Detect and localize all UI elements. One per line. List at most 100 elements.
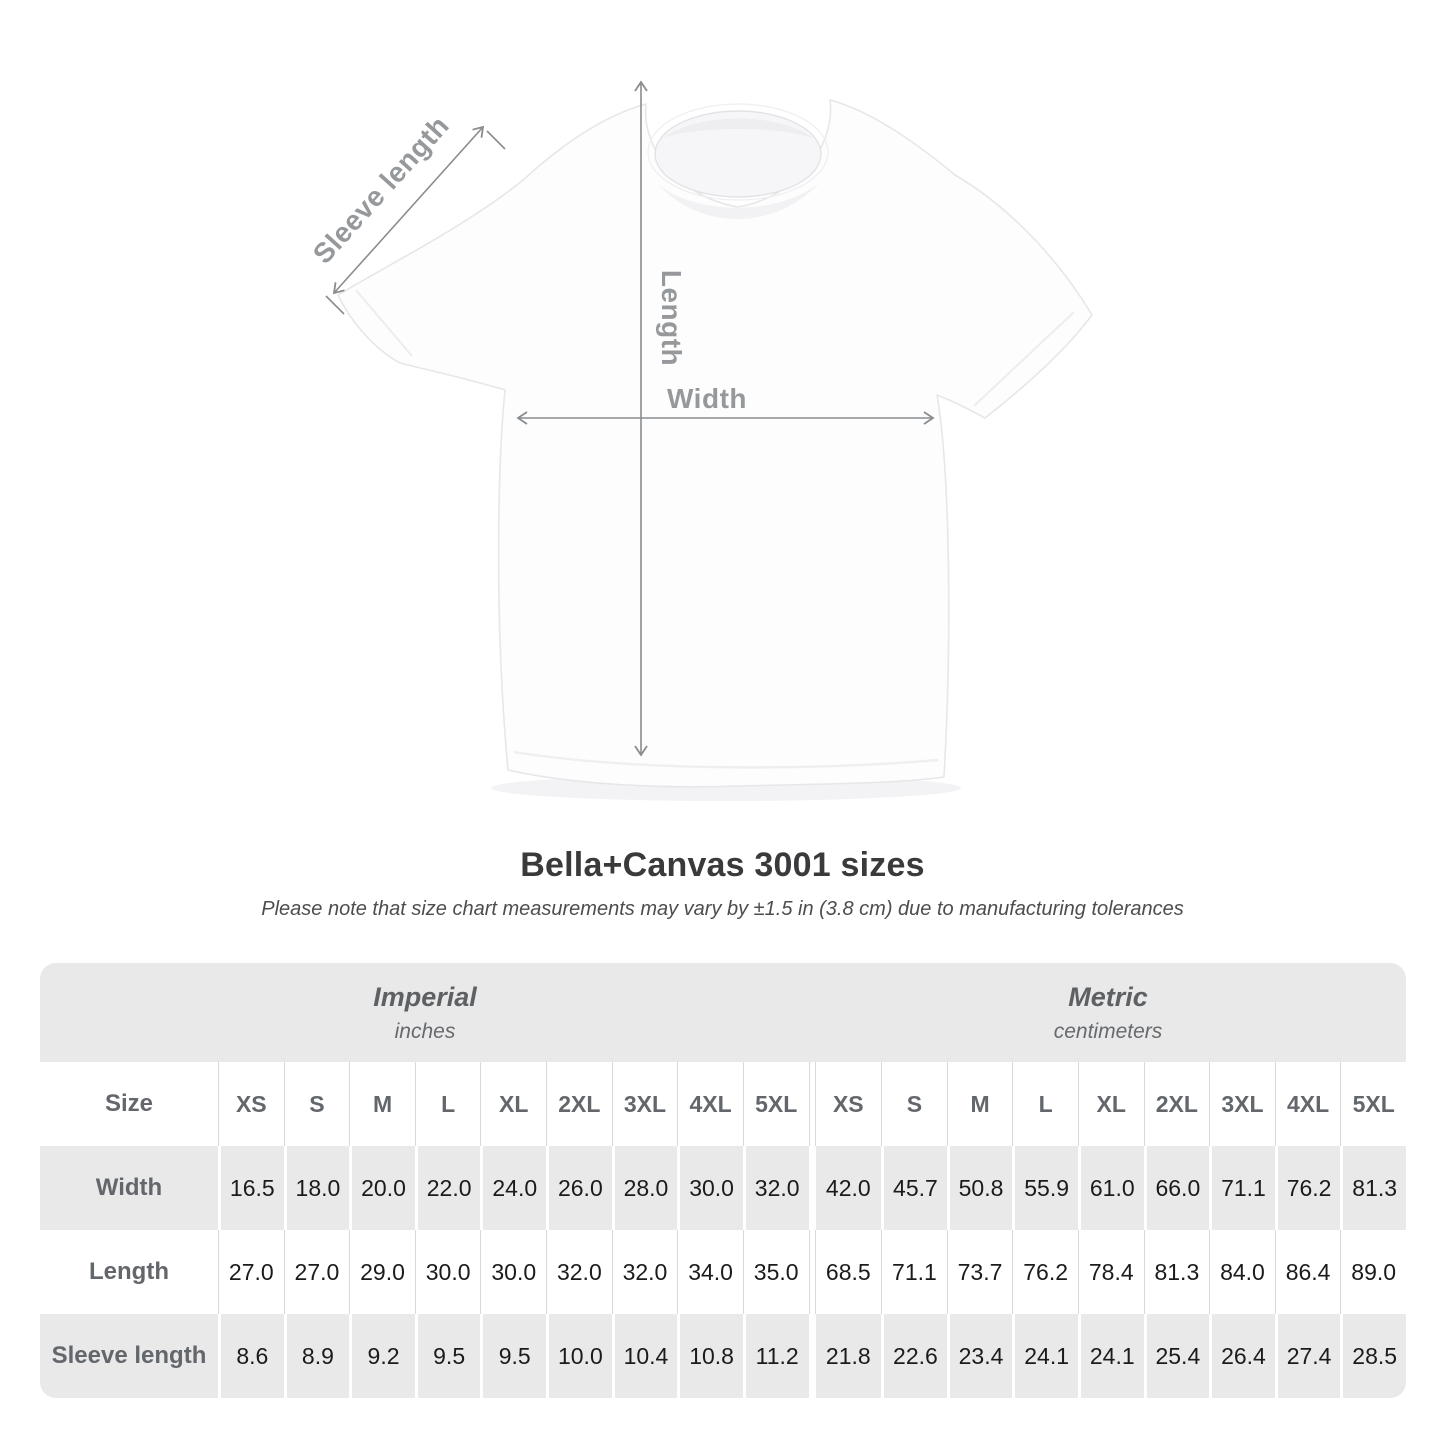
value-cell: 45.7 — [881, 1146, 947, 1230]
sleeve-length-arrow — [332, 125, 485, 295]
value-cell: 35.0 — [742, 1230, 809, 1314]
value-cell: 24.1 — [1012, 1314, 1078, 1398]
collar-opening — [654, 110, 822, 198]
value-cell: 24.0 — [480, 1146, 546, 1230]
value-cell: 21.8 — [825, 1342, 871, 1369]
section-divider — [808, 1146, 816, 1230]
value-cell: 73.7 — [946, 1230, 1013, 1314]
value-cell: 68.5 — [825, 1258, 871, 1285]
size-col-header: S — [881, 1062, 947, 1146]
value-cell: 32.0 — [546, 1230, 612, 1314]
value-cell: 78.4 — [1077, 1230, 1144, 1314]
value-cell: 16.5 — [218, 1146, 284, 1230]
page-title: Bella+Canvas 3001 sizes — [520, 846, 925, 884]
value-cell: 71.1 — [881, 1230, 947, 1314]
size-col-header: XS — [218, 1062, 284, 1146]
value-cell: 9.5 — [480, 1314, 546, 1398]
size-row-label: Size — [104, 1090, 154, 1117]
value-cell: 8.6 — [218, 1314, 284, 1398]
value-cell: 89.0 — [1340, 1230, 1406, 1314]
value-cell: 81.3 — [1143, 1230, 1210, 1314]
size-col-header: S — [283, 1062, 350, 1146]
tshirt-diagram: Sleeve length Length Width — [307, 80, 1093, 801]
value-cell: 26.4 — [1209, 1314, 1275, 1398]
value-cell: 8.9 — [283, 1314, 350, 1398]
size-col-header: 5XL — [1340, 1062, 1406, 1146]
value-cell: 30.0 — [677, 1146, 743, 1230]
metric-title: Metric — [1068, 981, 1148, 1012]
collar-stitch — [647, 103, 829, 201]
value-cell: 10.8 — [677, 1314, 743, 1398]
value-cell: 10.4 — [611, 1314, 678, 1398]
value-cell: 22.6 — [881, 1314, 947, 1398]
value-cell: 42.0 — [825, 1174, 871, 1201]
section-divider — [808, 1062, 816, 1146]
size-col-header: XS — [832, 1090, 864, 1117]
value-cell: 9.5 — [414, 1314, 481, 1398]
value-cell: 76.2 — [1012, 1230, 1078, 1314]
value-cell: 29.0 — [349, 1230, 415, 1314]
size-col-header: M — [349, 1062, 415, 1146]
value-cell: 23.4 — [946, 1314, 1013, 1398]
value-cell: 11.2 — [742, 1314, 809, 1398]
value-cell: 55.9 — [1012, 1146, 1078, 1230]
value-cell: 76.2 — [1274, 1146, 1341, 1230]
page-subtitle: Please note that size chart measurements… — [261, 898, 1184, 920]
value-cell: 86.4 — [1274, 1230, 1341, 1314]
size-col-header: 4XL — [677, 1062, 743, 1146]
value-cell: 30.0 — [414, 1230, 481, 1314]
value-cell: 32.0 — [742, 1146, 809, 1230]
size-col-header: XL — [1077, 1062, 1144, 1146]
value-cell: 84.0 — [1209, 1230, 1275, 1314]
collar-shadow — [658, 182, 820, 220]
sleeve-arrow-tick-top — [486, 130, 506, 150]
sleeve-row-label: Sleeve length — [51, 1342, 207, 1369]
value-cell: 22.0 — [414, 1146, 481, 1230]
size-col-header: 3XL — [1209, 1062, 1275, 1146]
value-cell: 9.2 — [349, 1314, 415, 1398]
section-divider — [808, 1314, 816, 1398]
title-block: Bella+Canvas 3001 sizes Please note that… — [0, 846, 1445, 921]
size-table: Imperial inches Metric centimeters Size … — [40, 963, 1406, 1398]
value-cell: 27.4 — [1274, 1314, 1341, 1398]
value-cell: 27.0 — [283, 1230, 350, 1314]
imperial-title: Imperial — [373, 981, 477, 1012]
table-row-sizes: Size XS S M L XL 2XL 3XL 4XL 5XL XS S M … — [40, 1062, 1406, 1146]
value-cell: 18.0 — [283, 1146, 350, 1230]
size-col-header: 2XL — [546, 1062, 612, 1146]
width-label: Width — [667, 383, 747, 414]
right-cuff-stitch — [973, 311, 1075, 407]
collar-back-panel — [663, 118, 813, 138]
value-cell: 61.0 — [1077, 1146, 1144, 1230]
left-cuff-stitch — [355, 289, 413, 357]
size-col-header: L — [414, 1062, 481, 1146]
metric-header: Metric centimeters — [810, 963, 1406, 1062]
value-cell: 71.1 — [1209, 1146, 1275, 1230]
value-cell: 34.0 — [677, 1230, 743, 1314]
value-cell: 28.5 — [1340, 1314, 1406, 1398]
value-cell: 30.0 — [480, 1230, 546, 1314]
length-row-label: Length — [89, 1258, 169, 1285]
hem-stitch — [513, 750, 939, 769]
value-cell: 50.8 — [946, 1146, 1013, 1230]
value-cell: 81.3 — [1340, 1146, 1406, 1230]
value-cell: 24.1 — [1077, 1314, 1144, 1398]
size-col-header: M — [946, 1062, 1013, 1146]
length-label: Length — [656, 270, 687, 366]
section-divider — [808, 1230, 816, 1314]
metric-unit: centimeters — [1053, 1019, 1163, 1043]
table-row-length: Length 27.0 27.0 29.0 30.0 30.0 32.0 32.… — [40, 1230, 1406, 1314]
value-cell: 10.0 — [546, 1314, 612, 1398]
value-cell: 66.0 — [1143, 1146, 1210, 1230]
sleeve-arrow-tick-bottom — [325, 295, 345, 315]
size-col-header: 3XL — [611, 1062, 678, 1146]
size-col-header: XL — [480, 1062, 546, 1146]
value-cell: 32.0 — [611, 1230, 678, 1314]
value-cell: 20.0 — [349, 1146, 415, 1230]
table-row-sleeve-length: Sleeve length 8.6 8.9 9.2 9.5 9.5 10.0 1… — [40, 1314, 1406, 1398]
width-row-label: Width — [95, 1174, 163, 1201]
table-row-width: Width 16.5 18.0 20.0 22.0 24.0 26.0 28.0… — [40, 1146, 1406, 1230]
imperial-unit: inches — [394, 1019, 456, 1043]
unit-system-header: Imperial inches Metric centimeters — [40, 963, 1406, 1062]
